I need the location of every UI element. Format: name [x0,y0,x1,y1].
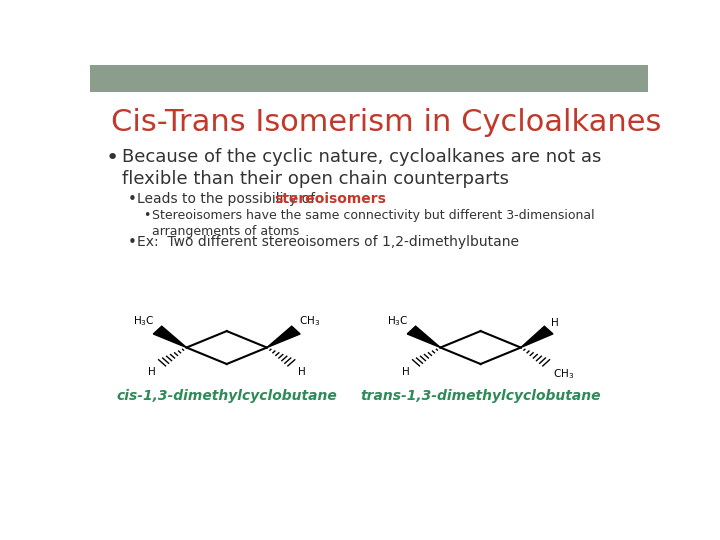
Text: H: H [402,367,410,377]
Text: Cis-Trans Isomerism in Cycloalkanes: Cis-Trans Isomerism in Cycloalkanes [111,109,662,138]
Text: cis-1,3-dimethylcyclobutane: cis-1,3-dimethylcyclobutane [117,389,337,403]
Polygon shape [267,326,300,348]
Text: H$_3$C: H$_3$C [133,314,155,328]
Polygon shape [408,326,441,348]
FancyBboxPatch shape [90,65,648,92]
Polygon shape [521,326,553,348]
Text: H: H [297,367,305,377]
Text: Because of the cyclic nature, cycloalkanes are not as
flexible than their open c: Because of the cyclic nature, cycloalkan… [122,148,602,188]
Text: CH$_3$: CH$_3$ [552,367,574,381]
Text: •: • [106,148,119,168]
Text: •: • [128,192,137,207]
Text: trans-1,3-dimethylcyclobutane: trans-1,3-dimethylcyclobutane [360,389,601,403]
Text: Leads to the possibility of: Leads to the possibility of [138,192,320,206]
Text: H: H [148,367,156,377]
Text: •: • [128,235,137,250]
Text: Stereoisomers have the same connectivity but different 3-dimensional
arrangement: Stereoisomers have the same connectivity… [153,209,595,238]
Text: stereoisomers: stereoisomers [274,192,386,206]
Text: H$_3$C: H$_3$C [387,314,409,328]
Text: CH$_3$: CH$_3$ [299,314,320,328]
Polygon shape [153,326,186,348]
Text: Ex:  Two different stereoisomers of 1,2-dimethylbutane: Ex: Two different stereoisomers of 1,2-d… [138,235,519,249]
Text: •: • [143,209,150,222]
Text: H: H [552,318,559,328]
